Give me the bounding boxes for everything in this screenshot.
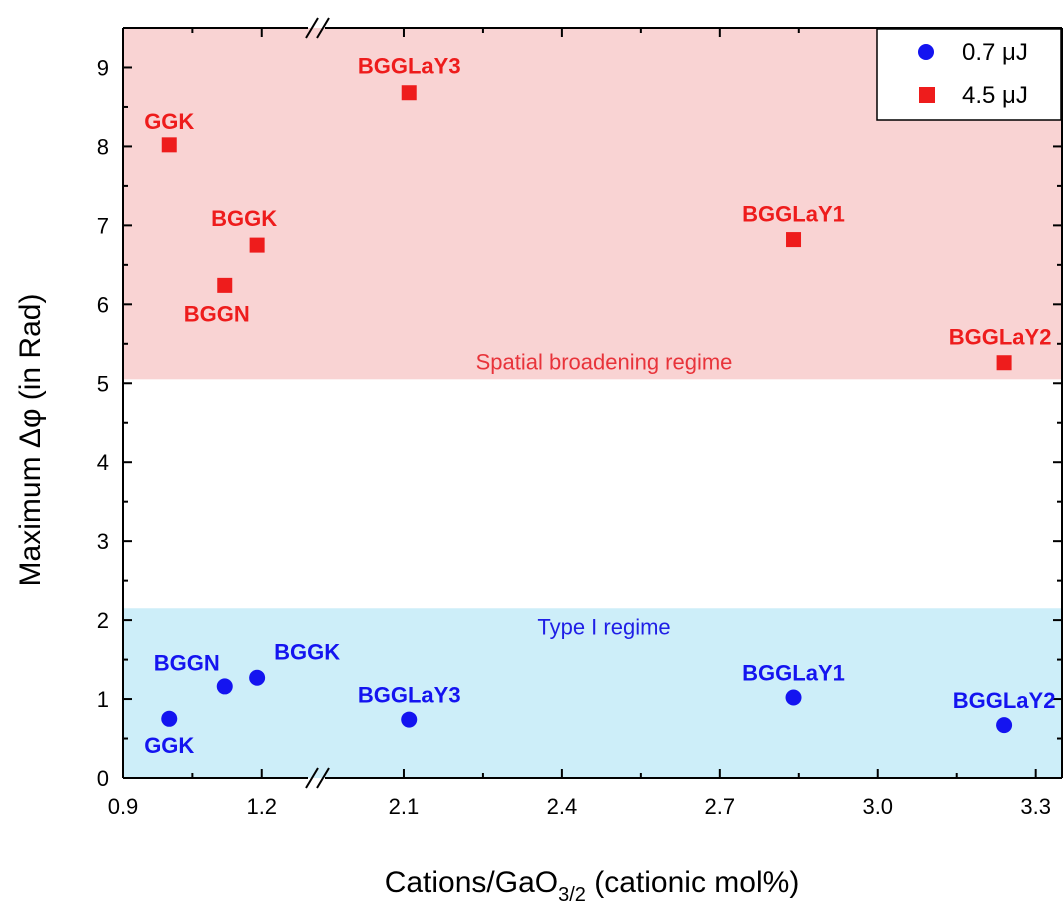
x-tick-label: 1.2 [246, 794, 277, 819]
data-point-circle [249, 669, 266, 686]
data-point-label: BGGLaY3 [358, 54, 461, 79]
data-point-circle [216, 678, 233, 695]
data-point-label: BGGLaY1 [742, 202, 845, 227]
y-tick-label: 4 [97, 450, 109, 475]
x-tick-label: 3.3 [1020, 794, 1051, 819]
y-tick-label: 8 [97, 134, 109, 159]
x-tick-label: 2.7 [705, 794, 736, 819]
axis-break-mark [316, 767, 330, 789]
data-point-label: BGGLaY3 [358, 683, 461, 708]
data-point-circle [785, 689, 802, 706]
data-point-label: BGGLaY2 [953, 688, 1056, 713]
x-tick-label: 2.1 [389, 794, 420, 819]
data-point-square [217, 277, 233, 293]
data-point-square [401, 85, 417, 101]
y-tick-label: 3 [97, 529, 109, 554]
regime-regions: Spatial broadening regime Type I regime [123, 28, 1062, 778]
y-tick-label: 7 [97, 213, 109, 238]
x-tick-label: 2.4 [547, 794, 578, 819]
legend-marker-circle [918, 44, 934, 60]
legend-entry-label: 0.7 μJ [962, 39, 1028, 66]
data-point-circle [996, 717, 1013, 734]
data-points: GGK BGGN BGGK BGGLaY3 BGGLaY1 BGGLaY2 GGK BGGN B… [144, 54, 1055, 758]
data-point-label: BGGLaY2 [949, 325, 1052, 350]
data-point-label: BGGK [274, 640, 340, 665]
data-point-label: BGGN [154, 650, 220, 675]
legend: 0.7 μJ 4.5 μJ [876, 28, 1062, 121]
data-point-square [249, 237, 265, 253]
data-point-label: BGGK [211, 206, 277, 231]
x-axis-title-main: Cations/GaO [385, 866, 558, 899]
x-tick-label: 3.0 [862, 794, 893, 819]
data-point-square [996, 355, 1012, 371]
data-point-label: BGGLaY1 [742, 660, 845, 685]
axis-break-mark [316, 17, 330, 39]
x-tick-label: 0.9 [108, 794, 139, 819]
data-point-square [786, 232, 802, 248]
data-point-circle [161, 710, 178, 727]
regime-label-1: Spatial broadening regime [476, 349, 733, 374]
data-point-square [161, 137, 177, 153]
y-tick-label: 9 [97, 55, 109, 80]
y-tick-label: 1 [97, 687, 109, 712]
axis-break-mark [305, 767, 319, 789]
data-point-circle [401, 711, 418, 728]
x-axis-title-suffix: (cationic mol%) [586, 866, 799, 899]
data-point-label: BGGN [184, 301, 250, 326]
regime-region-2 [123, 608, 1062, 778]
data-point-label: GGK [144, 733, 194, 758]
data-point-label: GGK [144, 109, 194, 134]
y-axis-title: Maximum Δφ (in Rad) [14, 294, 47, 587]
y-tick-label: 2 [97, 608, 109, 633]
regime-label-2: Type I regime [537, 614, 670, 639]
axes: 0 1 2 3 4 5 6 7 8 9 0.9 1.2 2.1 2.4 2.7 3.0 3.3 [97, 17, 1063, 819]
x-axis-title: Cations/GaO3/2 (cationic mol%) [385, 866, 800, 906]
y-tick-label: 5 [97, 371, 109, 396]
legend-box [876, 28, 1062, 121]
x-axis-title-subscript: 3/2 [558, 884, 586, 906]
y-tick-label: 6 [97, 292, 109, 317]
legend-entry-label: 4.5 μJ [962, 82, 1028, 109]
legend-marker-square [919, 87, 935, 103]
axis-break-mark [305, 17, 319, 39]
y-tick-label: 0 [97, 766, 109, 791]
